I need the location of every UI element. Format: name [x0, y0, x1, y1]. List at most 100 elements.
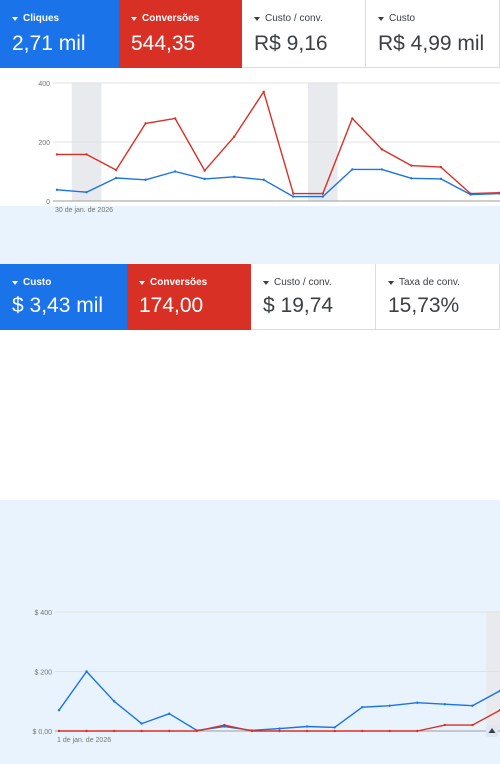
data-point [443, 723, 447, 727]
data-point [173, 117, 177, 120]
data-point [278, 729, 281, 733]
data-point [469, 193, 472, 196]
data-point [351, 168, 354, 171]
data-point [85, 190, 88, 194]
line-chart-2: $ 400 $ 200 $ 0,00 1 de jan. de 2026 [33, 610, 500, 744]
metric-card-conversions[interactable]: Conversões 544,35 [119, 0, 242, 68]
data-point [321, 192, 324, 195]
series-line-blue [58, 670, 500, 732]
y-tick-label: 0 [46, 199, 50, 206]
data-point [410, 164, 413, 167]
metric-label: Custo [389, 13, 416, 24]
data-point [471, 704, 474, 707]
data-point [351, 117, 354, 120]
data-point [85, 670, 88, 673]
y-tick-label: $ 0,00 [33, 729, 53, 736]
data-point [85, 729, 88, 733]
data-point [112, 700, 116, 703]
metric-value: R$ 4,99 mil [378, 32, 485, 55]
metric-cards: Cliques 2,71 mil Conversões 544,35 Custo… [0, 0, 500, 68]
data-point [55, 188, 59, 191]
data-point [195, 729, 199, 733]
data-point [57, 708, 61, 712]
caret-down-icon [12, 280, 18, 285]
data-point [250, 729, 254, 733]
data-point [223, 723, 226, 727]
data-point [333, 729, 336, 733]
caret-down-icon [263, 280, 269, 285]
data-point [85, 153, 88, 156]
data-point [114, 176, 118, 180]
caret-down-icon [12, 16, 18, 21]
y-tick-label: $ 400 [34, 610, 52, 617]
metric-label: Conversões [142, 13, 200, 24]
data-point [144, 122, 147, 125]
data-point [262, 178, 265, 181]
arrow-up-icon[interactable] [486, 725, 498, 737]
data-point [292, 195, 295, 198]
metric-card-cost-per-conversion[interactable]: Custo / conv. R$ 9,16 [242, 0, 366, 68]
metric-card-conversion-rate[interactable]: Taxa de conv. 15,73% [376, 264, 500, 330]
y-tick-label: 200 [38, 140, 50, 147]
data-point [380, 148, 384, 151]
x-tick-label: 30 de jan. de 2026 [55, 207, 113, 214]
metric-card-conversions[interactable]: Conversões 174,00 [127, 264, 251, 330]
metric-card-cost[interactable]: Custo $ 3,43 mil [0, 264, 127, 330]
data-point [203, 169, 206, 172]
data-point [57, 729, 61, 733]
caret-down-icon [131, 16, 137, 21]
caret-down-icon [388, 280, 394, 285]
metric-value: $ 3,43 mil [12, 294, 104, 317]
data-point [410, 177, 413, 180]
data-point [305, 729, 309, 733]
metric-value: 174,00 [139, 294, 204, 317]
data-point [360, 729, 364, 733]
data-point [439, 165, 443, 169]
caret-down-icon [378, 16, 384, 21]
metric-value: R$ 9,16 [254, 32, 328, 55]
data-point [140, 722, 143, 725]
line-chart-1: 400 200 0 30 de jan. de 2026 [38, 81, 500, 214]
data-point [360, 706, 364, 709]
data-point [333, 726, 336, 729]
y-tick-label: 400 [38, 81, 50, 88]
metric-card-cost[interactable]: Custo R$ 4,99 mil [366, 0, 500, 68]
metric-label: Custo [23, 277, 52, 288]
caret-down-icon [139, 280, 145, 285]
data-point [443, 703, 447, 706]
series-line-blue [56, 168, 500, 198]
data-point [140, 729, 143, 733]
data-point [262, 90, 265, 94]
series-line-red [57, 91, 500, 195]
data-point [233, 175, 236, 179]
data-point [439, 177, 443, 181]
metric-card-clicks[interactable]: Cliques 2,71 mil [0, 0, 119, 68]
data-point [168, 729, 171, 733]
caret-down-icon [254, 16, 260, 21]
data-point [173, 170, 177, 173]
metric-value: 2,71 mil [12, 32, 86, 55]
metric-value: 15,73% [388, 294, 460, 317]
data-point [203, 177, 206, 181]
data-point [292, 192, 295, 195]
data-point [278, 727, 281, 730]
performance-panel-1: Cliques 2,71 mil Conversões 544,35 Custo… [0, 0, 500, 214]
data-point [388, 704, 391, 707]
metric-card-cost-per-conversion[interactable]: Custo / conv. $ 19,74 [251, 264, 376, 330]
metric-cards: Custo $ 3,43 mil Conversões 174,00 Custo… [0, 264, 500, 330]
y-tick-label: $ 200 [34, 670, 52, 677]
metric-label: Custo / conv. [265, 13, 323, 24]
data-point [321, 195, 324, 198]
data-point [233, 135, 236, 138]
metric-label: Taxa de conv. [399, 277, 460, 288]
data-point [144, 178, 147, 181]
x-tick-label: 1 de jan. de 2026 [57, 737, 111, 744]
data-point [388, 729, 391, 733]
metric-label: Cliques [23, 13, 60, 24]
metric-value: $ 19,74 [263, 294, 334, 317]
data-point [112, 729, 116, 733]
data-point [471, 723, 474, 727]
data-point [416, 701, 419, 704]
data-point [168, 712, 171, 715]
data-point [380, 168, 384, 171]
